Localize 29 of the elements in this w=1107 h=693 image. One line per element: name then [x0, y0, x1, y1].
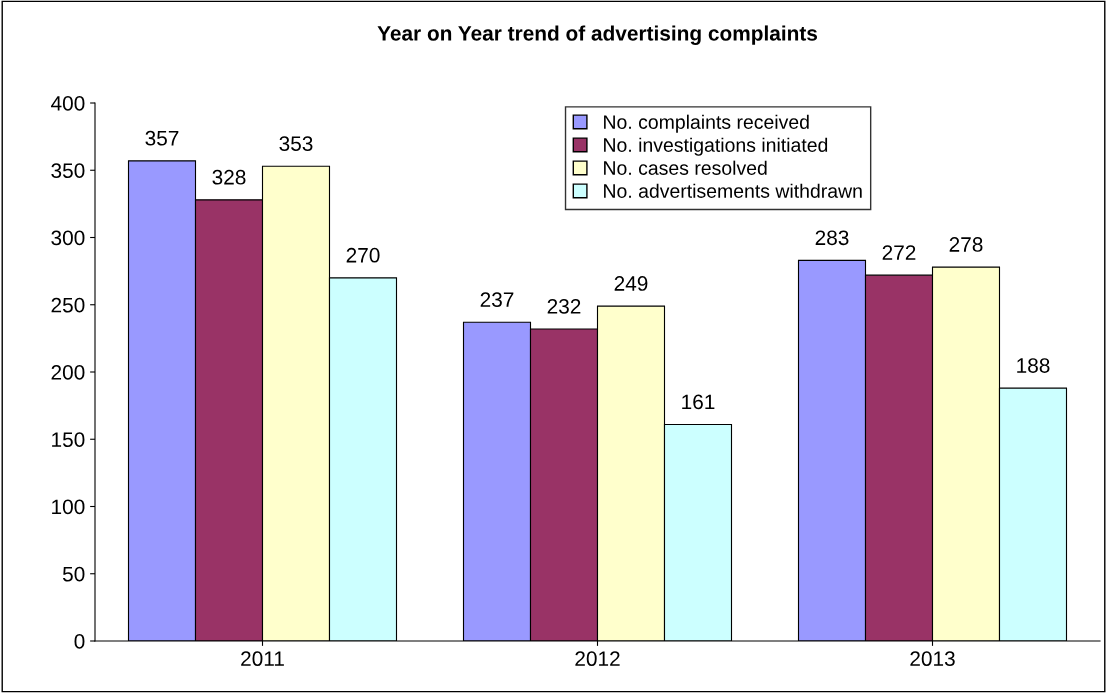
x-tick-label: 2013 [910, 651, 955, 667]
legend-label: No. advertisements withdrawn [604, 183, 862, 198]
y-tick-label: 200 [51, 365, 85, 380]
data-label: 270 [346, 247, 380, 263]
y-tick-label: 250 [51, 297, 85, 313]
y-tick-label: 150 [52, 432, 85, 447]
legend-label: No. investigations initiated [604, 137, 828, 156]
x-tick-label: 2012 [575, 651, 620, 667]
data-label: 353 [279, 136, 313, 151]
y-tick-label: 50 [62, 566, 85, 582]
data-label: 272 [882, 245, 916, 260]
data-label: 328 [212, 169, 246, 185]
legend-label: No. cases resolved [604, 160, 767, 175]
y-tick-label: 300 [51, 230, 85, 246]
data-label: 232 [547, 298, 581, 314]
data-label: 237 [480, 292, 514, 308]
y-tick-label: 0 [74, 634, 85, 649]
y-tick-label: 100 [52, 499, 85, 515]
data-label: 278 [949, 237, 983, 252]
data-label: 249 [614, 276, 648, 291]
legend-label: No. complaints received [604, 114, 809, 133]
x-tick-label: 2011 [241, 651, 284, 667]
data-label: 357 [145, 130, 179, 146]
chart-title: Year on Year trend of advertising complaints [377, 25, 818, 45]
data-label: 188 [1017, 358, 1050, 373]
data-label: 161 [682, 394, 715, 410]
y-tick-label: 400 [51, 96, 85, 111]
y-tick-label: 350 [51, 163, 85, 178]
data-label: 283 [815, 230, 849, 246]
